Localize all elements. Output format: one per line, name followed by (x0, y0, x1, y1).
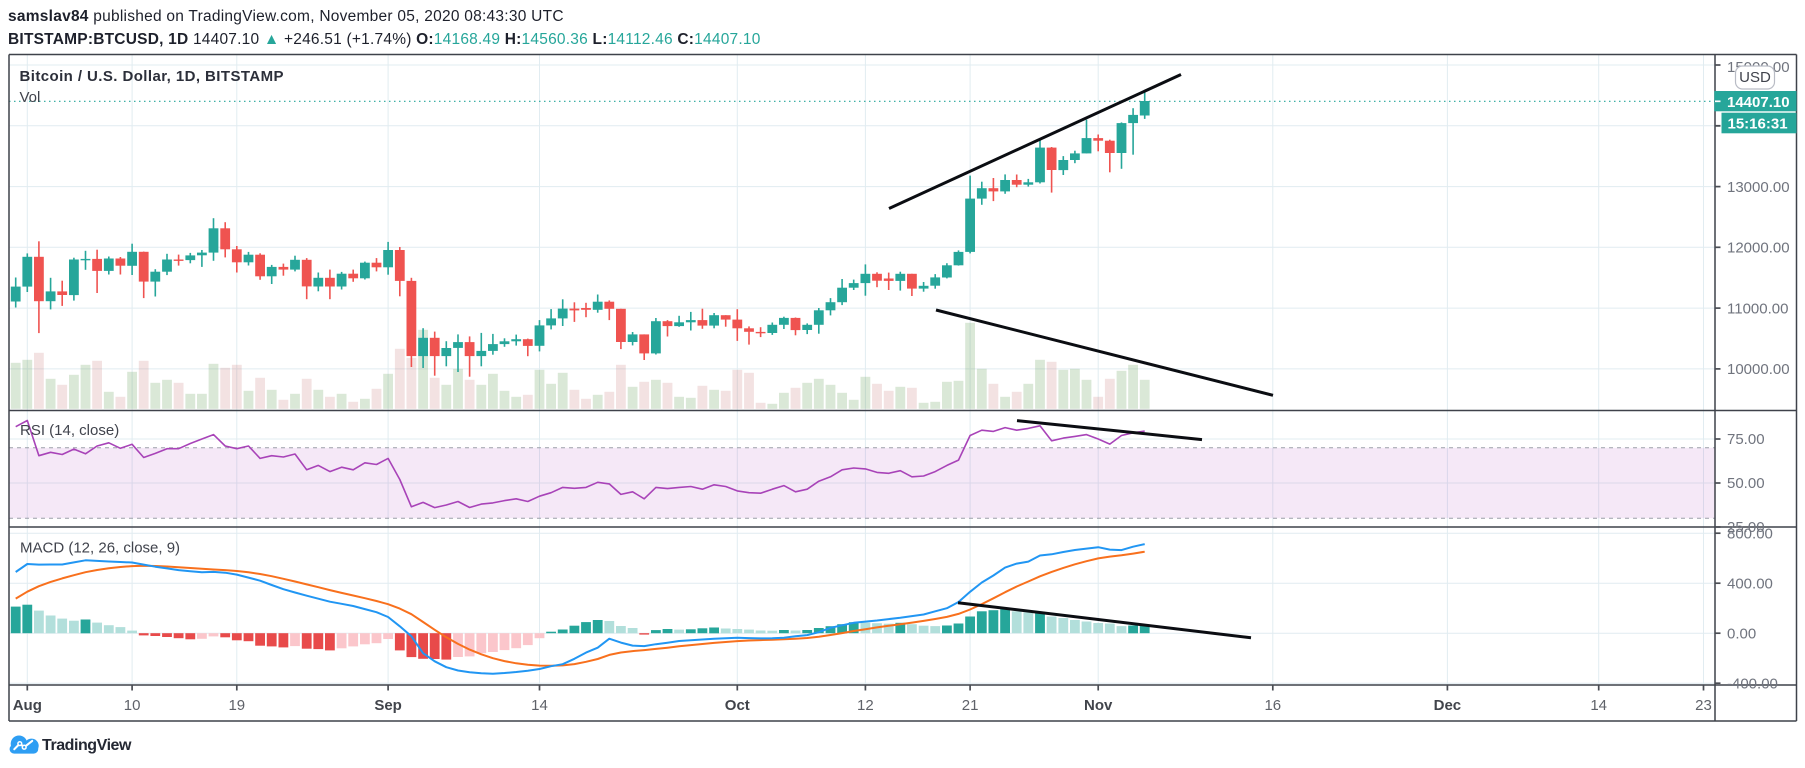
svg-text:MACD (12, 26, close, 9): MACD (12, 26, close, 9) (20, 540, 180, 557)
svg-text:50.00: 50.00 (1727, 475, 1765, 492)
svg-text:10: 10 (124, 697, 141, 714)
svg-text:14: 14 (1590, 697, 1607, 714)
svg-text:Aug: Aug (13, 697, 42, 714)
svg-text:USD: USD (1739, 69, 1771, 86)
svg-text:75.00: 75.00 (1727, 431, 1765, 448)
svg-text:11000.00: 11000.00 (1727, 300, 1788, 317)
svg-text:400.00: 400.00 (1727, 575, 1773, 592)
svg-text:12: 12 (857, 697, 874, 714)
svg-text:12000.00: 12000.00 (1727, 240, 1790, 257)
svg-text:14: 14 (531, 697, 548, 714)
svg-text:15:16:31: 15:16:31 (1728, 116, 1788, 133)
svg-text:Oct: Oct (725, 697, 750, 714)
svg-text:BITSTAMP:BTCUSD, 1D 14407.10 ▲: BITSTAMP:BTCUSD, 1D 14407.10 ▲ +246.51 (… (8, 31, 761, 48)
svg-text:-400.00: -400.00 (1727, 675, 1778, 692)
svg-text:Vol: Vol (20, 89, 41, 106)
svg-text:TradingView: TradingView (42, 737, 132, 754)
svg-text:800.00: 800.00 (1727, 525, 1773, 542)
svg-text:Dec: Dec (1434, 697, 1462, 714)
svg-text:14407.10: 14407.10 (1727, 94, 1790, 111)
svg-text:0.00: 0.00 (1727, 625, 1756, 642)
svg-text:10000.00: 10000.00 (1727, 361, 1790, 378)
svg-text:21: 21 (962, 697, 979, 714)
svg-text:samslav84 published on Trading: samslav84 published on TradingView.com, … (8, 8, 564, 25)
svg-text:13000.00: 13000.00 (1727, 179, 1790, 196)
svg-text:25.00: 25.00 (1727, 519, 1765, 536)
svg-text:23: 23 (1695, 697, 1712, 714)
svg-text:16: 16 (1264, 697, 1281, 714)
svg-text:Bitcoin / U.S. Dollar, 1D, BIT: Bitcoin / U.S. Dollar, 1D, BITSTAMP (20, 68, 284, 85)
svg-text:19: 19 (228, 697, 245, 714)
svg-text:RSI (14, close): RSI (14, close) (20, 422, 119, 439)
svg-text:Nov: Nov (1084, 697, 1113, 714)
svg-text:Sep: Sep (374, 697, 402, 714)
